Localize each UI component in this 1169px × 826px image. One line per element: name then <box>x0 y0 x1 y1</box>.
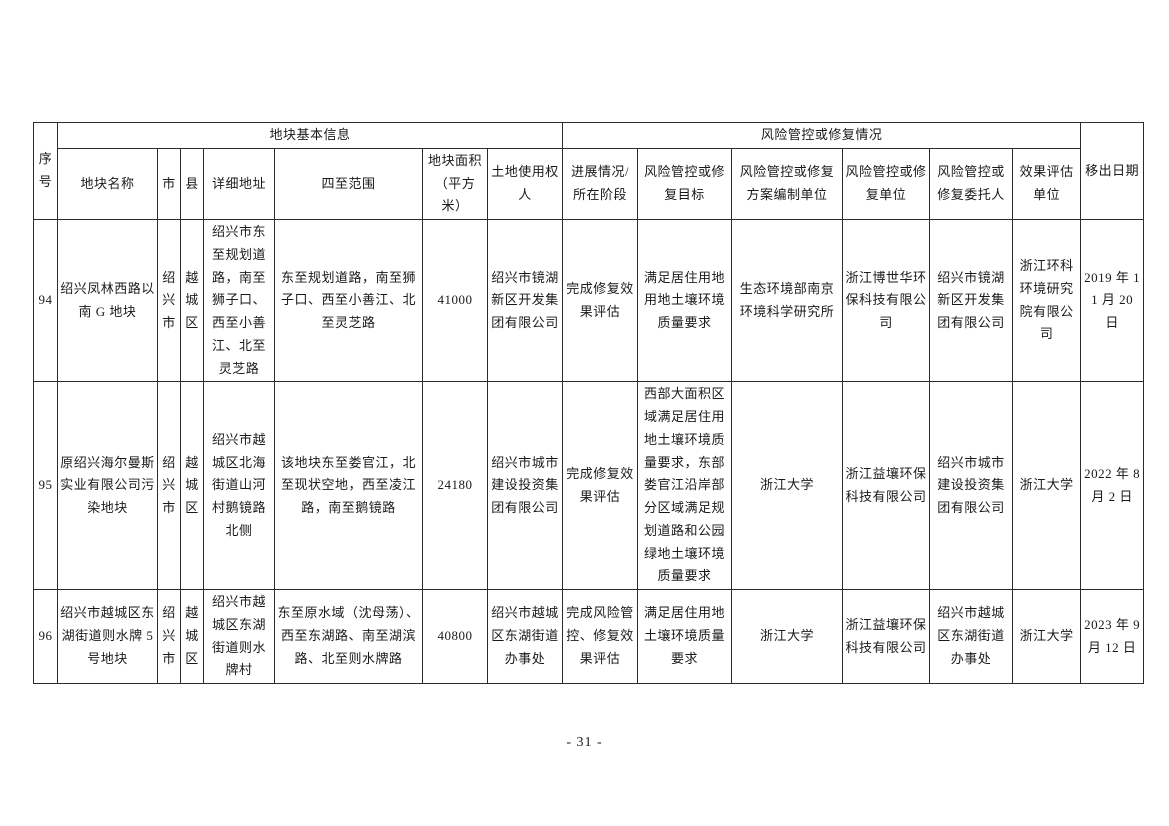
header-remediation-unit: 风险管控或修复单位 <box>842 147 931 221</box>
cell-area: 40800 <box>422 589 488 684</box>
cell-land-user: 绍兴市城市建设投资集团有限公司 <box>486 381 564 590</box>
cell-area: 41000 <box>422 218 488 383</box>
cell-land-user: 绍兴市镜湖新区开发集团有限公司 <box>486 218 564 383</box>
cell-target: 满足居住用地用地土壤环境质量要求 <box>637 218 733 383</box>
land-parcel-table: 序号 地块基本信息 风险管控或修复情况 移出日期 地块名称 市 县 详细地址 四… <box>33 122 1145 684</box>
cell-city: 绍兴市 <box>157 381 181 590</box>
cell-client: 绍兴市城市建设投资集团有限公司 <box>929 381 1014 590</box>
cell-area: 24180 <box>422 381 488 590</box>
header-basic-info-group: 地块基本信息 <box>56 122 564 149</box>
cell-serial: 96 <box>33 589 58 684</box>
cell-plan-unit: 浙江大学 <box>731 381 844 590</box>
cell-remediation-unit: 浙江益壤环保科技有限公司 <box>842 381 931 590</box>
cell-client: 绍兴市镜湖新区开发集团有限公司 <box>929 218 1014 383</box>
cell-assessment-unit: 浙江大学 <box>1012 589 1082 684</box>
header-target: 风险管控或修复目标 <box>637 147 733 221</box>
header-risk-group: 风险管控或修复情况 <box>562 122 1082 149</box>
cell-serial: 95 <box>33 381 58 590</box>
cell-boundaries: 东至原水域（沈母荡）、西至东湖路、南至湖滨路、北至则水牌路 <box>274 589 423 684</box>
header-move-out-date: 移出日期 <box>1080 122 1145 220</box>
cell-address: 绍兴市东至规划道路，南至狮子口、西至小善江、北至灵芝路 <box>203 218 275 383</box>
table-row: 94 绍兴凤林西路以南 G 地块 绍兴市 越城区 绍兴市东至规划道路，南至狮子口… <box>33 218 1145 383</box>
page-number: - 31 - <box>566 735 603 750</box>
cell-address: 绍兴市越城区东湖街道则水牌村 <box>203 589 275 684</box>
header-boundaries: 四至范围 <box>274 147 423 221</box>
cell-progress: 完成修复效果评估 <box>562 218 639 383</box>
cell-address: 绍兴市越城区北海街道山河村鹅镜路北侧 <box>203 381 275 590</box>
cell-city: 绍兴市 <box>157 589 181 684</box>
cell-county: 越城区 <box>180 381 204 590</box>
cell-parcel-name: 绍兴市越城区东湖街道则水牌 5 号地块 <box>57 589 158 684</box>
cell-plan-unit: 生态环境部南京环境科学研究所 <box>731 218 844 383</box>
header-progress: 进展情况/所在阶段 <box>562 147 639 221</box>
cell-assessment-unit: 浙江大学 <box>1012 381 1082 590</box>
header-land-user: 土地使用权人 <box>486 147 564 221</box>
cell-parcel-name: 原绍兴海尔曼斯实业有限公司污染地块 <box>57 381 158 590</box>
table-row: 96 绍兴市越城区东湖街道则水牌 5 号地块 绍兴市 越城区 绍兴市越城区东湖街… <box>33 589 1145 684</box>
cell-client: 绍兴市越城区东湖街道办事处 <box>929 589 1014 684</box>
cell-target: 西部大面积区域满足居住用地土壤环境质量要求，东部娄官江沿岸部分区域满足规划道路和… <box>637 381 733 590</box>
cell-plan-unit: 浙江大学 <box>731 589 844 684</box>
cell-progress: 完成修复效果评估 <box>562 381 639 590</box>
cell-remediation-unit: 浙江益壤环保科技有限公司 <box>842 589 931 684</box>
header-address: 详细地址 <box>203 147 275 221</box>
header-area: 地块面积（平方米） <box>422 147 488 221</box>
cell-county: 越城区 <box>180 589 204 684</box>
header-assessment-unit: 效果评估单位 <box>1012 147 1082 221</box>
cell-progress: 完成风险管控、修复效果评估 <box>562 589 639 684</box>
header-plan-unit: 风险管控或修复方案编制单位 <box>731 147 844 221</box>
cell-target: 满足居住用地土壤环境质量要求 <box>637 589 733 684</box>
cell-boundaries: 该地块东至娄官江，北至现状空地，西至凌江路，南至鹅镜路 <box>274 381 423 590</box>
cell-city: 绍兴市 <box>157 218 181 383</box>
header-city: 市 <box>157 147 181 221</box>
cell-remediation-unit: 浙江博世华环保科技有限公司 <box>842 218 931 383</box>
header-client: 风险管控或修复委托人 <box>929 147 1014 221</box>
cell-move-out-date: 2023 年 9 月 12 日 <box>1080 589 1145 684</box>
header-row-group: 序号 地块基本信息 风险管控或修复情况 移出日期 <box>33 122 1145 220</box>
header-row-columns: 地块名称 市 县 详细地址 四至范围 地块面积（平方米） 土地使用权人 进展情况… <box>34 147 1144 221</box>
cell-land-user: 绍兴市越城区东湖街道办事处 <box>486 589 564 684</box>
cell-move-out-date: 2022 年 8 月 2 日 <box>1080 381 1145 590</box>
cell-assessment-unit: 浙江环科环境研究院有限公司 <box>1012 218 1082 383</box>
table-row: 95 原绍兴海尔曼斯实业有限公司污染地块 绍兴市 越城区 绍兴市越城区北海街道山… <box>33 381 1145 590</box>
cell-serial: 94 <box>33 218 58 383</box>
cell-boundaries: 东至规划道路，南至狮子口、西至小善江、北至灵芝路 <box>274 218 423 383</box>
header-parcel-name: 地块名称 <box>57 147 158 221</box>
cell-move-out-date: 2019 年 11 月 20 日 <box>1080 218 1145 383</box>
cell-county: 越城区 <box>180 218 204 383</box>
cell-parcel-name: 绍兴凤林西路以南 G 地块 <box>57 218 158 383</box>
header-serial: 序号 <box>33 122 58 220</box>
header-county: 县 <box>180 147 204 221</box>
